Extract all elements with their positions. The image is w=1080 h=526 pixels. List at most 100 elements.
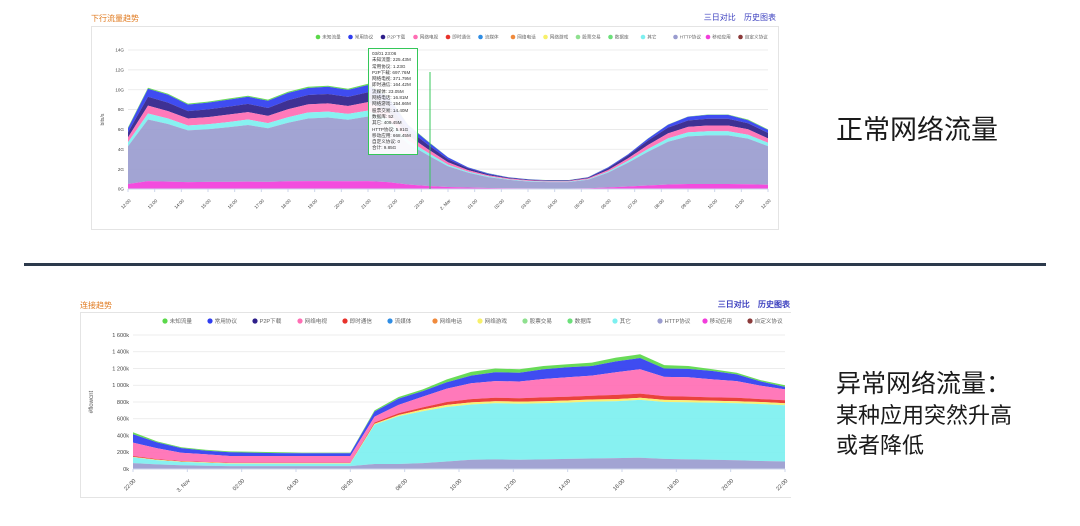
y-tick-label: 0k [123,467,129,473]
y-tick-label: 14G [115,48,124,53]
abnormal-traffic-caption-line2: 某种应用突然升高 [836,403,1013,428]
legend-label: 流媒体 [395,317,412,325]
y-tick-label: 8G [118,107,125,112]
series-area-HTTP协议 [133,457,785,469]
legend-label: 流媒体 [485,34,499,41]
x-tick-label: 19:00 [307,198,319,210]
x-tick-label: 23:00 [413,198,425,210]
y-tick-label: 2G [118,167,125,172]
legend-label: 常用协议 [355,34,374,41]
connection-trend-links: 三日对比 历史图表 [712,299,790,310]
x-tick-label: 16:00 [612,478,626,492]
traffic-trend-title: 下行流量趋势 [91,14,139,23]
legend-marker [207,318,213,324]
chart-tooltip: 03/01 23:06 未知流量: 225.43M 常用协议: 1.23G P2… [368,48,418,155]
legend-marker [612,318,618,324]
x-tick-label: 05:00 [573,198,585,210]
legend-label: 网络电视 [420,34,439,41]
tooltip-line: 合计: 9.85G [372,145,397,151]
tooltip-line: 网络游戏: 154.66M [372,101,411,107]
y-tick-label: 800k [117,400,129,406]
x-tick-label: 08:00 [653,198,665,210]
y-tick-label: 4G [118,147,125,152]
legend-marker [510,34,516,40]
legend-marker [342,318,348,324]
legend-label: 移动应用 [710,317,732,325]
legend-label: 数据库 [575,317,592,325]
legend-label: 网络电视 [305,317,328,325]
tooltip-line: 网络电视: 371.79M [372,76,411,82]
tooltip-line: P2P下载: 697.76M [372,69,411,75]
tooltip-line: 常用协议: 1.23G [372,63,406,69]
tooltip-line: 其它: 409.45M [372,120,402,126]
x-tick-label: 09:00 [680,198,692,210]
traffic-chart-frame: 未知流量 常用协议 P2P下载 网络电视 即时通信 流媒体 网络电话 网络游戏 股票交易 数据库其… [91,26,779,230]
legend-label: 股票交易 [582,34,601,41]
legend-label: 常用协议 [215,317,238,325]
y-tick-label: 10G [115,87,124,92]
tooltip-line: 03/01 23:06 [372,51,397,56]
legend-marker [673,34,678,40]
x-tick-label: 12:00 [504,478,518,492]
x-tick-label: 01:00 [467,198,479,210]
legend-marker [413,34,418,40]
tooltip-line: 股票交易: 14.40M [372,107,409,113]
legend-marker [608,34,613,40]
x-tick-label: 08:00 [395,478,409,492]
legend-label: P2P下载 [260,317,282,325]
legend-marker [640,34,646,40]
x-tick-label: 18:00 [667,478,681,492]
legend-label: 自定义协议 [745,34,768,41]
x-tick-label: 22:00 [123,478,137,492]
legend-marker [445,34,451,40]
tooltip-line: 数据库: 52 [372,113,394,119]
tooltip-line: 未知流量: 225.43M [372,57,411,63]
connection-chart-frame: 未知流量 常用协议 P2P下载 网络电视 即时通信 流媒体 网络电话 网络游戏 股票交易 数据库 其… [80,312,791,498]
x-tick-label: 16:00 [227,198,239,210]
y-tick-label: 1 000k [112,383,129,389]
legend-label: 自定义协议 [755,317,783,325]
traffic-area-chart: 未知流量 常用协议 P2P下载 网络电视 即时通信 流媒体 网络电话 网络游戏 股票交易 数据库其… [100,34,772,211]
series-area-HTTP协议 [128,116,768,189]
x-tick-label: 15:00 [200,198,212,210]
legend-label: 即时通信 [350,317,373,325]
x-tick-label: 12:00 [120,198,132,210]
legend-marker [162,318,168,324]
x-tick-label: 21:00 [360,198,372,210]
tooltip-line: 网络电话: 16.81M [372,95,409,101]
legend-marker [297,318,303,324]
legend-label: 其它 [620,317,632,325]
legend-label: 未知流量 [170,317,193,325]
x-tick-label: 18:00 [280,198,292,210]
x-tick-label: 20:00 [333,198,345,210]
legend-label: 移动应用 [712,34,731,41]
history-chart-link[interactable]: 历史图表 [744,13,776,22]
legend-marker [575,34,581,40]
legend-label: 其它 [647,34,657,41]
y-tick-label: 1 600k [112,333,129,339]
legend-label: 未知流量 [322,34,341,41]
y-tick-label: 1 200k [112,366,129,372]
x-tick-label: 22:00 [387,198,399,210]
legend-label: HTTP协议 [680,34,702,41]
three-day-compare-link[interactable]: 三日对比 [717,300,750,309]
x-tick-label: 02:00 [232,478,246,492]
x-tick-label: 2. Mar [439,198,452,211]
x-tick-label: 14:00 [173,198,185,210]
x-tick-label: 04:00 [286,478,300,492]
y-tick-label: 200k [117,450,129,456]
legend-marker [348,34,353,40]
legend-marker [380,34,386,40]
traffic-trend-links: 三日对比 历史图表 [698,12,776,23]
history-chart-link[interactable]: 历史图表 [758,300,790,309]
traffic-trend-panel: 下行流量趋势 三日对比 历史图表 未知流量 常用协议 P2P下载 网络电视 即时通信 流媒… [88,8,779,230]
connection-trend-panel: 连接趋势 三日对比 历史图表 未知流量 常用协议 P2P下载 网络电视 即时通信 流媒体 网… [76,296,792,498]
legend-marker [543,34,548,40]
legend-marker [567,318,573,324]
three-day-compare-link[interactable]: 三日对比 [703,13,736,22]
y-axis-label: #flowcnt [88,391,95,414]
x-tick-label: 10:00 [707,198,719,210]
legend-label: 网络游戏 [485,317,508,325]
y-tick-label: 400k [117,433,129,439]
x-tick-label: 06:00 [341,478,355,492]
